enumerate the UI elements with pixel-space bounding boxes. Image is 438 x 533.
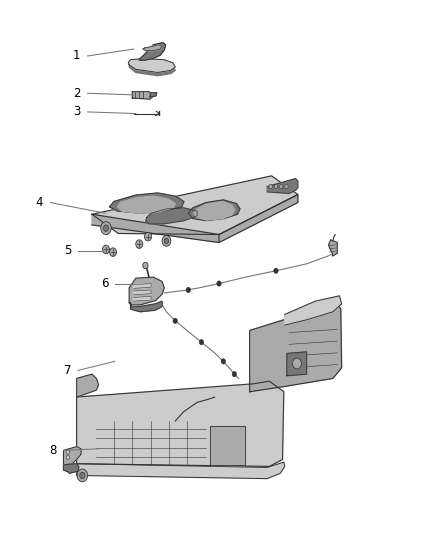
Polygon shape [92,176,298,235]
Polygon shape [328,240,337,256]
Circle shape [217,281,221,286]
Circle shape [293,358,301,369]
Circle shape [103,225,109,231]
Polygon shape [110,193,184,213]
Circle shape [101,222,111,235]
Polygon shape [150,93,157,97]
Polygon shape [64,447,81,465]
Polygon shape [219,195,298,243]
Polygon shape [210,426,245,465]
Polygon shape [132,92,152,99]
Polygon shape [188,200,240,221]
Circle shape [164,238,169,244]
Polygon shape [134,296,151,301]
Circle shape [80,472,85,479]
Circle shape [173,318,177,324]
Polygon shape [77,381,284,466]
Polygon shape [134,284,151,288]
Circle shape [66,455,70,459]
Polygon shape [131,301,162,312]
Polygon shape [146,208,197,224]
Circle shape [274,184,278,189]
Circle shape [145,232,152,241]
Circle shape [232,372,237,377]
Circle shape [279,184,283,189]
Polygon shape [134,290,151,295]
Text: 2: 2 [73,87,81,100]
Polygon shape [139,43,166,60]
Polygon shape [129,277,164,305]
Polygon shape [267,179,298,193]
Polygon shape [64,464,79,473]
Circle shape [110,248,117,256]
Circle shape [136,240,143,248]
Polygon shape [92,214,219,243]
Text: 7: 7 [64,364,72,377]
Circle shape [66,450,70,454]
Polygon shape [77,374,99,397]
Polygon shape [128,59,175,72]
Circle shape [162,236,171,246]
Polygon shape [77,462,285,479]
Text: 5: 5 [64,244,71,257]
Circle shape [77,469,88,482]
Polygon shape [143,45,162,51]
Polygon shape [250,300,342,392]
Polygon shape [129,62,175,76]
Circle shape [269,184,272,189]
Text: 1: 1 [73,50,81,62]
Circle shape [143,262,148,269]
Polygon shape [285,296,342,325]
Circle shape [274,268,278,273]
Text: 6: 6 [101,277,109,290]
Text: 8: 8 [49,444,56,457]
Circle shape [221,359,226,364]
Circle shape [199,340,204,345]
Circle shape [186,287,191,293]
Text: 4: 4 [35,196,43,209]
Polygon shape [287,352,307,376]
Circle shape [285,184,288,189]
Text: 3: 3 [73,106,80,118]
Circle shape [102,245,110,254]
Polygon shape [194,201,235,220]
Polygon shape [117,196,175,213]
